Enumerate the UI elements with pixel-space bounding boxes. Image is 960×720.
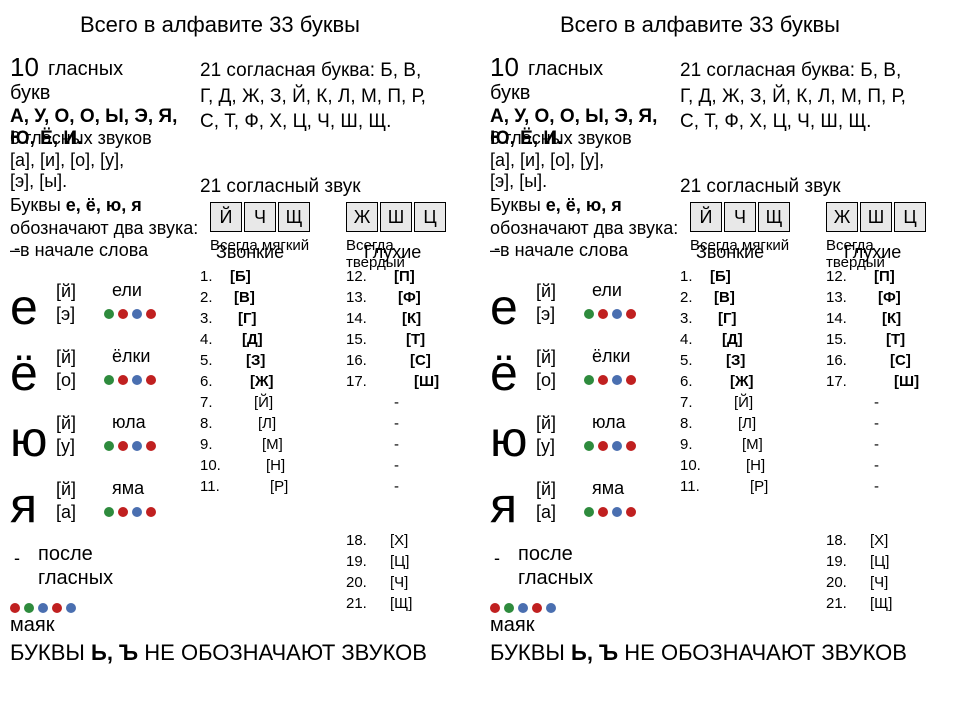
extra-nums: 18.19.20.21.: [346, 530, 367, 614]
word-yu: юла: [112, 412, 146, 433]
zvonkie: Звонкие: [696, 242, 764, 263]
zvonkie: Звонкие: [216, 242, 284, 263]
big-e: е: [490, 282, 518, 332]
mayak: маяк: [490, 614, 534, 637]
title: Всего в алфавите 33 буквы: [560, 12, 840, 38]
vowel-label: гласных: [528, 58, 603, 81]
bukv: букв: [490, 82, 530, 105]
dots-0: [584, 306, 640, 324]
consonant-head: 21 согласная буква: Б, В,Г, Д, Ж, З, Й, …: [680, 58, 950, 135]
vowel-sounds: [а], [и], [о], [у],[э], [ы].: [490, 150, 650, 192]
nums-right: 12.13.14.15.16.17.: [826, 266, 876, 392]
mayak: маяк: [10, 614, 54, 637]
word-ya: яма: [592, 478, 624, 499]
ten: 10: [10, 52, 39, 83]
glukhie: Глухие: [844, 242, 901, 263]
dots-0: [104, 306, 160, 324]
big-yo: ё: [490, 348, 518, 398]
after-vowels: послегласных: [38, 542, 113, 590]
glukhie: Глухие: [364, 242, 421, 263]
panel-copy-1: Всего в алфавите 33 буквы10гласныхбуквА,…: [0, 0, 480, 720]
soft-boxes: ЙЧЩ: [690, 202, 792, 232]
extra-sounds: [Х][Ц][Ч][Щ]: [390, 530, 412, 614]
hard-boxes: ЖШЦ: [826, 202, 928, 232]
sounds-ya: [й][а]: [536, 478, 556, 525]
panel-copy-2: Всего в алфавите 33 буквы10гласныхбуквА,…: [480, 0, 960, 720]
big-yu: ю: [10, 414, 48, 464]
bukv: букв: [10, 82, 50, 105]
sounds-ya: [й][а]: [56, 478, 76, 525]
word-yo: ёлки: [592, 346, 630, 367]
sounds-right: [П][Ф][К][Т][С][Ш]-----: [394, 266, 439, 497]
big-ya: я: [490, 480, 517, 530]
dots-3: [584, 504, 640, 522]
sounds-yo: [й][о]: [56, 346, 76, 393]
sounds-yu: [й][у]: [56, 412, 76, 459]
yeyo-block: Буквы е, ё, ю, яобозначают два звука:–в …: [490, 194, 680, 262]
vowel-sounds-label: 6 гласных звуков: [490, 128, 670, 149]
big-yu: ю: [490, 414, 528, 464]
sounds-yu: [й][у]: [536, 412, 556, 459]
vowel-sounds: [а], [и], [о], [у],[э], [ы].: [10, 150, 170, 192]
sounds-e: [й][э]: [56, 280, 76, 327]
sounds-e: [й][э]: [536, 280, 556, 327]
consonant-sound-head: 21 согласный звук: [680, 176, 841, 198]
after-vowels: послегласных: [518, 542, 593, 590]
big-yo: ё: [10, 348, 38, 398]
sounds-left: [Б][В][Г][Д][З][Ж][Й][Л][М][Н][Р]: [710, 266, 768, 497]
footer: БУКВЫ Ь, Ъ НЕ ОБОЗНАЧАЮТ ЗВУКОВ: [10, 640, 427, 666]
dots-3: [104, 504, 160, 522]
word-ya: яма: [112, 478, 144, 499]
extra-sounds: [Х][Ц][Ч][Щ]: [870, 530, 892, 614]
word-e: ели: [592, 280, 622, 301]
footer: БУКВЫ Ь, Ъ НЕ ОБОЗНАЧАЮТ ЗВУКОВ: [490, 640, 907, 666]
big-e: е: [10, 282, 38, 332]
soft-boxes: ЙЧЩ: [210, 202, 312, 232]
dots-2: [104, 438, 160, 456]
yeyo-block: Буквы е, ё, ю, яобозначают два звука:–в …: [10, 194, 200, 262]
sounds-yo: [й][о]: [536, 346, 556, 393]
consonant-head: 21 согласная буква: Б, В,Г, Д, Ж, З, Й, …: [200, 58, 470, 135]
dots-2: [584, 438, 640, 456]
vowel-label: гласных: [48, 58, 123, 81]
big-ya: я: [10, 480, 37, 530]
ten: 10: [490, 52, 519, 83]
sounds-left: [Б][В][Г][Д][З][Ж][Й][Л][М][Н][Р]: [230, 266, 288, 497]
word-yo: ёлки: [112, 346, 150, 367]
extra-nums: 18.19.20.21.: [826, 530, 847, 614]
nums-right: 12.13.14.15.16.17.: [346, 266, 396, 392]
word-e: ели: [112, 280, 142, 301]
word-yu: юла: [592, 412, 626, 433]
sounds-right: [П][Ф][К][Т][С][Ш]-----: [874, 266, 919, 497]
vowel-sounds-label: 6 гласных звуков: [10, 128, 190, 149]
dots-1: [104, 372, 160, 390]
consonant-sound-head: 21 согласный звук: [200, 176, 361, 198]
hard-boxes: ЖШЦ: [346, 202, 448, 232]
title: Всего в алфавите 33 буквы: [80, 12, 360, 38]
dots-1: [584, 372, 640, 390]
